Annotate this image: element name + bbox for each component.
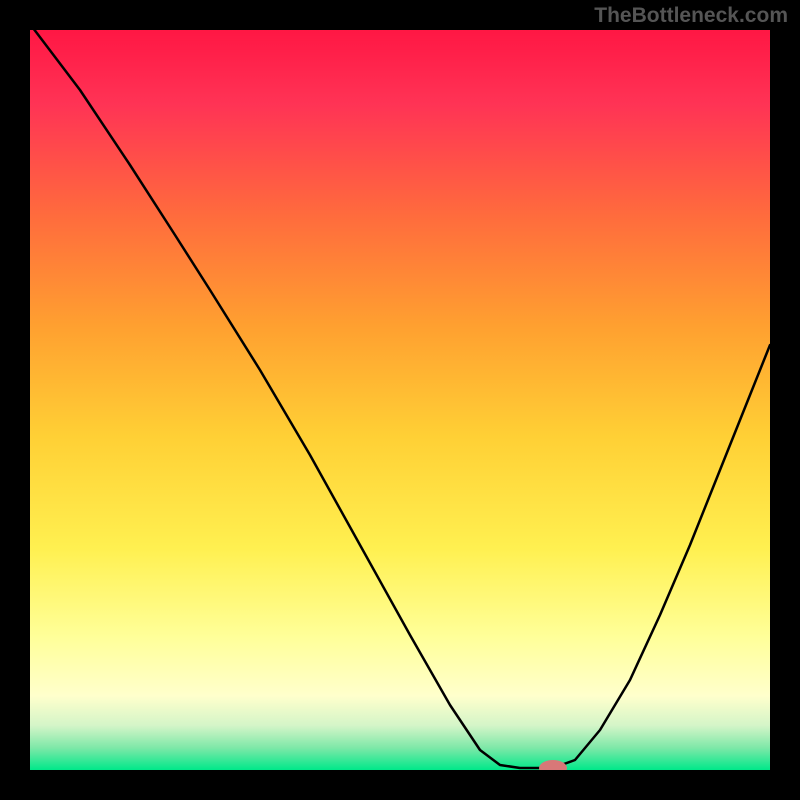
watermark-text: TheBottleneck.com (594, 4, 788, 28)
chart-container: TheBottleneck.com (0, 0, 800, 800)
bottleneck-chart (0, 0, 800, 800)
plot-background (30, 30, 770, 770)
frame-bottom (0, 770, 800, 800)
frame-right (770, 0, 800, 800)
frame-left (0, 0, 30, 800)
